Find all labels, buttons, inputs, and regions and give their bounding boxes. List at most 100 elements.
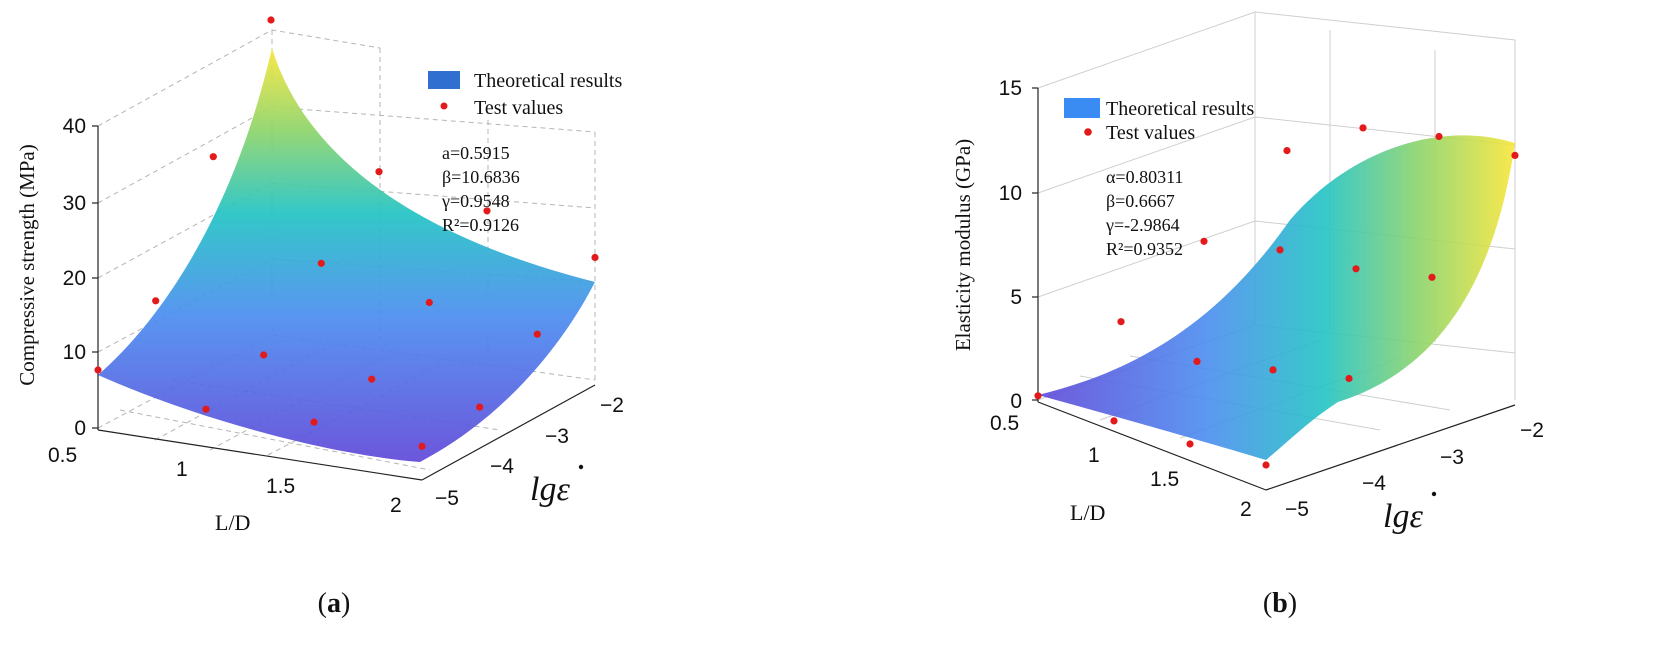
panel-a-test-point [476, 403, 484, 411]
panel-b-test-point [1186, 440, 1194, 448]
panel-b-ld-tick: 1 [1088, 444, 1100, 467]
panel-a-dot-accent [578, 464, 584, 470]
panel-a-test-point [591, 253, 599, 262]
panel-a-z-tick: 30 [63, 192, 86, 215]
panel-b: 0 5 10 15 0.5 1 1.5 2 −2 −3 −4 −5 Elasti… [951, 11, 1544, 619]
panel-a-test-point [317, 259, 325, 267]
panel-b-lg-label: lgε [1383, 498, 1423, 535]
panel-a-test-point [368, 375, 376, 383]
panel-a-surface [98, 48, 595, 462]
panel-b-legend-surface-label: Theoretical results [1106, 98, 1254, 120]
panel-a-z-tick: 40 [63, 115, 86, 138]
panel-a-lg-ticks: −2 −3 −4 −5 [435, 394, 624, 510]
panel-b-test-point [1352, 265, 1360, 273]
panel-b-test-points [1034, 124, 1519, 469]
panel-a-test-point [267, 16, 275, 24]
panel-b-legend: Theoretical results Test values [1064, 98, 1254, 144]
panel-a-y-label: Compressive strength (MPa) [15, 144, 39, 385]
panel-b-lg-tick: −4 [1362, 472, 1386, 495]
panel-b-lg-symbol: ε [1409, 498, 1423, 535]
panel-a: 0 10 20 30 40 0.5 1 1.5 2 −2 −3 −4 −5 Co… [15, 16, 624, 619]
panel-b-test-point [1193, 357, 1201, 365]
panel-a-param: β=10.6836 [442, 167, 520, 187]
panel-b-z-tick: 15 [999, 77, 1022, 100]
panel-a-test-point [375, 168, 383, 176]
panel-a-test-point [94, 366, 102, 374]
panel-b-legend-point-swatch [1084, 128, 1092, 136]
panel-a-legend-point-swatch [440, 102, 448, 110]
panel-b-lg-tick: −2 [1520, 419, 1544, 442]
panel-b-ld-label: L/D [1070, 500, 1105, 525]
panel-b-ld-tick: 1.5 [1150, 468, 1179, 491]
panel-b-test-point [1110, 417, 1118, 425]
panel-a-test-point [202, 405, 210, 413]
panel-b-z-tick: 0 [1010, 390, 1022, 413]
panel-a-legend-points-label: Test values [474, 97, 563, 119]
panel-a-test-point [425, 298, 433, 307]
panel-b-legend-surface-swatch [1064, 98, 1100, 118]
panel-b-ld-tick: 2 [1240, 498, 1252, 521]
panel-a-lg-tick: −5 [435, 487, 459, 510]
panel-b-test-point [1283, 147, 1291, 155]
panel-b-test-point [1359, 124, 1367, 132]
panel-b-test-point [1511, 151, 1519, 159]
panel-b-surface [1038, 135, 1515, 461]
panel-b-test-point [1435, 132, 1443, 141]
panel-b-y-label: Elasticity modulus (GPa) [951, 139, 975, 351]
panel-b-dot-accent [1431, 491, 1437, 497]
panel-a-param: R²=0.9126 [442, 215, 519, 235]
panel-a-ld-tick: 1.5 [266, 475, 295, 498]
panel-b-param: γ=-2.9864 [1105, 215, 1180, 235]
panel-b-z-ticks: 0 5 10 15 [999, 77, 1038, 413]
panel-b-test-point [1269, 366, 1277, 374]
panel-b-test-point [1262, 461, 1270, 469]
panel-a-ld-tick: 2 [390, 494, 402, 517]
panel-a-params: a=0.5915 β=10.6836 γ=0.9548 R²=0.9126 [441, 143, 520, 235]
panel-a-z-tick: 10 [63, 341, 86, 364]
panel-b-ld-tick: 0.5 [990, 412, 1019, 435]
panel-b-lg-tick: −3 [1440, 446, 1464, 469]
panel-a-param: γ=0.9548 [441, 191, 510, 211]
panel-a-lg-label: lgε [530, 471, 570, 508]
panel-b-z-tick: 5 [1010, 286, 1022, 309]
panel-b-axes [1037, 88, 1516, 491]
panel-a-test-point [260, 351, 268, 359]
panel-a-ld-ticks: 0.5 1 1.5 2 [48, 444, 402, 517]
panel-a-lg-symbol: ε [556, 471, 570, 508]
panel-b-test-point [1428, 273, 1436, 281]
panel-b-param: α=0.80311 [1106, 167, 1183, 187]
panel-b-params: α=0.80311 β=0.6667 γ=-2.9864 R²=0.9352 [1105, 167, 1183, 259]
panel-a-param: a=0.5915 [442, 143, 510, 163]
panel-a-test-point [152, 297, 160, 305]
panel-a-z-tick: 20 [63, 267, 86, 290]
panel-b-z-tick: 10 [999, 182, 1022, 205]
panel-b-legend-points-label: Test values [1106, 122, 1195, 144]
panel-a-z-tick: 0 [74, 417, 86, 440]
panel-a-z-ticks: 0 10 20 30 40 [63, 115, 98, 440]
panel-a-test-point [533, 330, 541, 338]
panel-a-test-point [310, 418, 318, 426]
panel-b-test-point [1034, 392, 1042, 400]
panel-a-test-points [94, 16, 599, 450]
panel-b-lg-tick: −5 [1285, 498, 1309, 521]
panel-a-lg-tick: −4 [490, 455, 514, 478]
panel-b-test-point [1276, 246, 1284, 254]
panel-b-test-point [1200, 237, 1208, 245]
panel-a-legend: Theoretical results Test values [428, 70, 622, 119]
panel-b-caption: (b) [1263, 588, 1297, 619]
panel-a-test-point [209, 153, 217, 161]
panel-a-ld-tick: 1 [176, 458, 188, 481]
panel-b-test-point [1345, 374, 1353, 383]
panel-a-test-point [418, 442, 426, 450]
panel-a-legend-surface-label: Theoretical results [474, 70, 622, 92]
panel-a-ld-tick: 0.5 [48, 444, 77, 467]
panel-a-lg-tick: −3 [545, 425, 569, 448]
panel-b-ld-ticks: 0.5 1 1.5 2 [990, 412, 1252, 521]
panel-b-test-point [1117, 318, 1125, 326]
panel-a-test-point [483, 207, 491, 215]
panel-b-lg-ticks: −2 −3 −4 −5 [1285, 419, 1544, 521]
panel-a-caption: (a) [318, 588, 351, 619]
panel-b-param: β=0.6667 [1106, 191, 1175, 211]
panel-a-lg-tick: −2 [600, 394, 624, 417]
